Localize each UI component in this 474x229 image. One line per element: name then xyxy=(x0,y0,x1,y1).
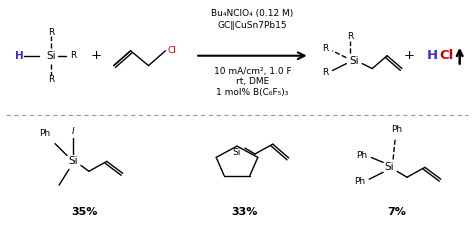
Text: R: R xyxy=(322,44,328,53)
Text: I: I xyxy=(72,127,74,136)
Text: 1 mol% B(C₆F₅)₃: 1 mol% B(C₆F₅)₃ xyxy=(216,88,289,97)
Text: 33%: 33% xyxy=(232,207,258,217)
Text: +: + xyxy=(403,49,414,62)
Text: rt, DME: rt, DME xyxy=(236,77,269,87)
Text: 7%: 7% xyxy=(388,207,407,217)
Text: GC‖CuSn7Pb15: GC‖CuSn7Pb15 xyxy=(218,21,287,30)
Text: R: R xyxy=(347,33,354,41)
Text: Ph: Ph xyxy=(39,129,51,138)
Text: R: R xyxy=(322,68,328,77)
Text: H: H xyxy=(427,49,438,62)
Text: Ph: Ph xyxy=(392,125,402,134)
Text: R: R xyxy=(70,51,76,60)
Text: Si: Si xyxy=(233,148,241,157)
Text: Si: Si xyxy=(349,56,359,66)
Text: +: + xyxy=(91,49,101,62)
Text: Ph: Ph xyxy=(356,151,367,160)
Text: Cl: Cl xyxy=(167,46,176,55)
Text: Si: Si xyxy=(384,162,394,172)
Text: Bu₄NClO₄ (0.12 M): Bu₄NClO₄ (0.12 M) xyxy=(211,9,293,18)
Text: Si: Si xyxy=(46,51,56,61)
Text: 10 mA/cm², 1.0 F: 10 mA/cm², 1.0 F xyxy=(214,67,291,76)
Text: 35%: 35% xyxy=(72,207,98,217)
Text: Si: Si xyxy=(68,156,78,166)
Text: H: H xyxy=(15,51,24,61)
Text: Cl: Cl xyxy=(440,49,454,62)
Text: R: R xyxy=(48,27,54,36)
Text: Ph: Ph xyxy=(354,177,365,186)
Text: R: R xyxy=(48,75,54,84)
